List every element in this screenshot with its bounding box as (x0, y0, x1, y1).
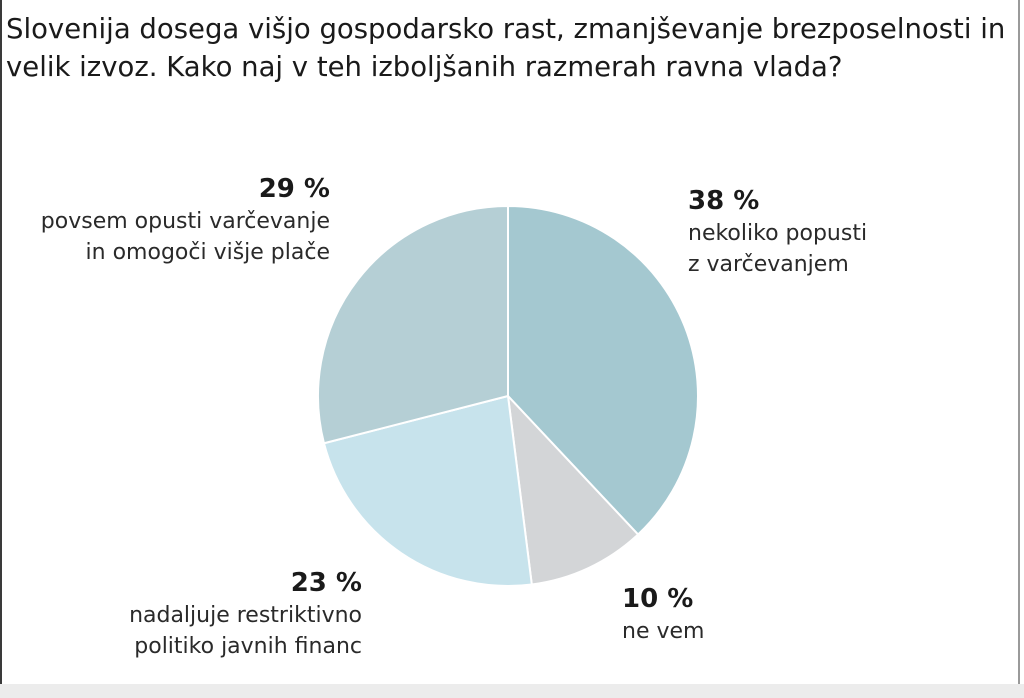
label-slice-1: 38 % nekoliko popusti z varčevanjem (688, 184, 1008, 280)
chart-frame (0, 0, 1020, 684)
slice-3-label-line1: nadaljuje restriktivno (129, 603, 362, 628)
slice-2-percent: 10 % (622, 584, 694, 614)
pie-slice-2 (507, 395, 640, 586)
pie-slice-1 (507, 205, 699, 536)
slice-1-percent: 38 % (688, 186, 760, 216)
slice-3-label-line2: politiko javnih financ (134, 634, 362, 659)
label-slice-4: 29 % povsem opusti varčevanje in omogoči… (0, 172, 330, 268)
slice-1-label-line2: z varčevanjem (688, 252, 849, 277)
bottom-strip (0, 684, 1024, 698)
pie-slice-4 (317, 205, 509, 445)
slice-1-label-line1: nekoliko popusti (688, 221, 868, 246)
slice-2-label-line1: ne vem (622, 619, 705, 644)
label-slice-3: 23 % nadaljuje restriktivno politiko jav… (0, 566, 362, 662)
chart-title: Slovenija dosega višjo gospodarsko rast,… (6, 13, 1006, 83)
slice-4-label-line2: in omogoči višje plače (85, 240, 330, 265)
label-slice-2: 10 % ne vem (622, 582, 922, 647)
slice-3-percent: 23 % (290, 568, 362, 598)
pie-slice-3 (322, 395, 533, 587)
slice-4-percent: 29 % (258, 174, 330, 204)
slice-4-label-line1: povsem opusti varčevanje (40, 209, 330, 234)
